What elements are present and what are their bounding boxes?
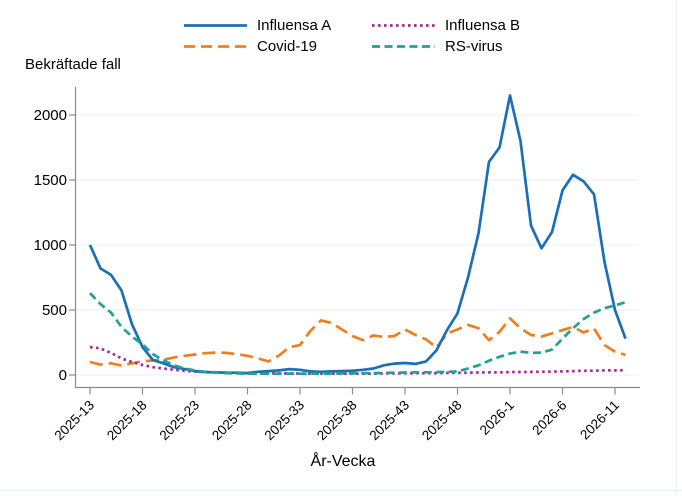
window-edge: [0, 490, 682, 491]
x-tick-label: 2025-18: [104, 398, 150, 444]
x-tick-label: 2025-43: [366, 398, 412, 444]
window-edge: [676, 0, 677, 496]
line-sample-icon: [184, 45, 247, 48]
x-axis-title: År-Vecka: [310, 453, 376, 470]
legend-item-rs-virus: RS-virus: [371, 36, 520, 57]
legend-label: RS-virus: [445, 38, 503, 55]
legend-label: Covid-19: [257, 38, 318, 55]
series-line-influensa-b: [89, 345, 626, 376]
x-tick-label: 2026-11: [577, 398, 622, 443]
y-tick-label: 0: [59, 367, 67, 384]
line-sample-icon: [372, 45, 435, 48]
legend-item-covid-19: Covid-19: [183, 36, 371, 57]
x-tick-label: 2025-23: [156, 398, 202, 444]
y-tick-label: 500: [42, 302, 67, 319]
y-tick-label: 2000: [34, 107, 67, 124]
legend-label: Influensa A: [257, 17, 332, 34]
y-axis-title: Bekräftade fall: [25, 56, 121, 73]
x-tick-label: 2025-13: [51, 398, 97, 444]
y-tick-label: 1500: [34, 172, 67, 189]
legend-item-influensa-a: Influensa A: [183, 15, 371, 36]
line-sample-icon: [372, 24, 435, 27]
y-tick-label: 1000: [34, 237, 67, 254]
legend-item-influensa-b: Influensa B: [371, 15, 520, 36]
legend: Influensa A Influensa B Covid-19 RS-viru…: [183, 15, 520, 57]
legend-label: Influensa B: [445, 17, 521, 34]
x-tick-label: 2025-28: [209, 398, 255, 444]
x-tick-label: 2025-33: [261, 398, 307, 444]
x-tick-label: 2025-38: [314, 398, 360, 444]
series-line-influensa-a: [88, 94, 627, 375]
series-line-covid-19: [89, 317, 626, 367]
series-line-rs-virus: [89, 292, 626, 376]
x-tick-label: 2026-6: [529, 398, 569, 438]
line-sample-icon: [184, 24, 247, 27]
x-tick-label: 2025-48: [419, 398, 465, 444]
x-tick-label: 2026-1: [477, 398, 517, 438]
